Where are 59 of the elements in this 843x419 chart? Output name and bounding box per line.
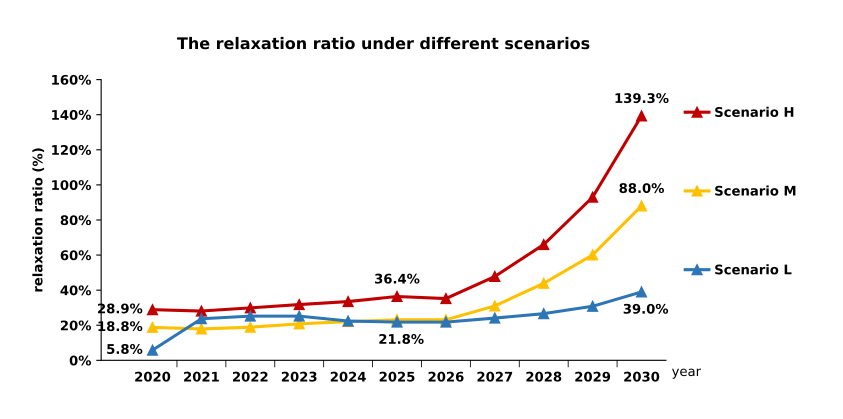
- x-tick-label: 2022: [232, 372, 268, 382]
- x-tick-label: 2023: [282, 372, 317, 382]
- y-tick-label: 40%: [60, 285, 92, 296]
- x-tick-label: 2026: [428, 372, 464, 382]
- point: [294, 310, 305, 322]
- data-label: 36.4%: [375, 274, 420, 284]
- point: [440, 316, 452, 328]
- point: [538, 238, 550, 250]
- data-label: 21.8%: [379, 334, 424, 344]
- point: [146, 344, 158, 356]
- data-label: 5.8%: [107, 344, 142, 354]
- point: [294, 298, 305, 310]
- y-axis-title: relaxation ratio (%): [32, 148, 44, 292]
- chart-title: The relaxation ratio under different scenarios: [177, 36, 590, 50]
- point: [196, 323, 207, 334]
- point: [489, 300, 500, 312]
- point: [489, 312, 500, 324]
- point: [146, 322, 158, 333]
- x-tick-label: 2027: [478, 372, 512, 382]
- point: [196, 313, 207, 324]
- y-tick-label: 0%: [70, 356, 92, 366]
- point: [636, 110, 648, 122]
- point: [489, 270, 500, 282]
- point: [538, 278, 550, 289]
- x-tick-label: 2029: [575, 372, 610, 382]
- y-tick-label: 20%: [60, 320, 92, 330]
- y-tick-label: 140%: [52, 110, 92, 120]
- point: [342, 296, 354, 308]
- x-axis-title: year: [672, 368, 702, 379]
- x-tick-label: 2028: [526, 372, 562, 382]
- point: [391, 290, 403, 302]
- point: [440, 293, 452, 304]
- point: [391, 316, 403, 328]
- data-label: 39.0%: [624, 304, 668, 314]
- point: [538, 308, 550, 320]
- point: [636, 286, 648, 298]
- data-label: 139.3%: [616, 93, 669, 104]
- x-tick-label: 2020: [135, 372, 170, 382]
- x-tick-label: 2024: [330, 372, 366, 382]
- y-tick-label: 100%: [52, 180, 92, 190]
- point: [146, 304, 158, 316]
- point: [587, 300, 598, 312]
- y-tick-label: 60%: [60, 250, 92, 260]
- x-tick-label: 2030: [624, 372, 660, 382]
- y-tick-label: 120%: [52, 145, 92, 155]
- y-tick-label: 80%: [60, 215, 92, 226]
- point: [587, 249, 598, 260]
- point: [244, 322, 256, 333]
- point: [244, 302, 256, 314]
- point: [587, 192, 598, 203]
- point: [636, 200, 648, 212]
- y-tick-label: 160%: [52, 74, 92, 85]
- legend-label: Scenario M: [715, 186, 796, 196]
- x-tick-label: 2021: [184, 372, 219, 382]
- x-tick-label: 2025: [380, 372, 414, 382]
- point: [244, 310, 256, 322]
- legend-label: Scenario H: [715, 106, 794, 117]
- data-label: 88.0%: [619, 183, 664, 194]
- legend-label: Scenario L: [715, 264, 792, 274]
